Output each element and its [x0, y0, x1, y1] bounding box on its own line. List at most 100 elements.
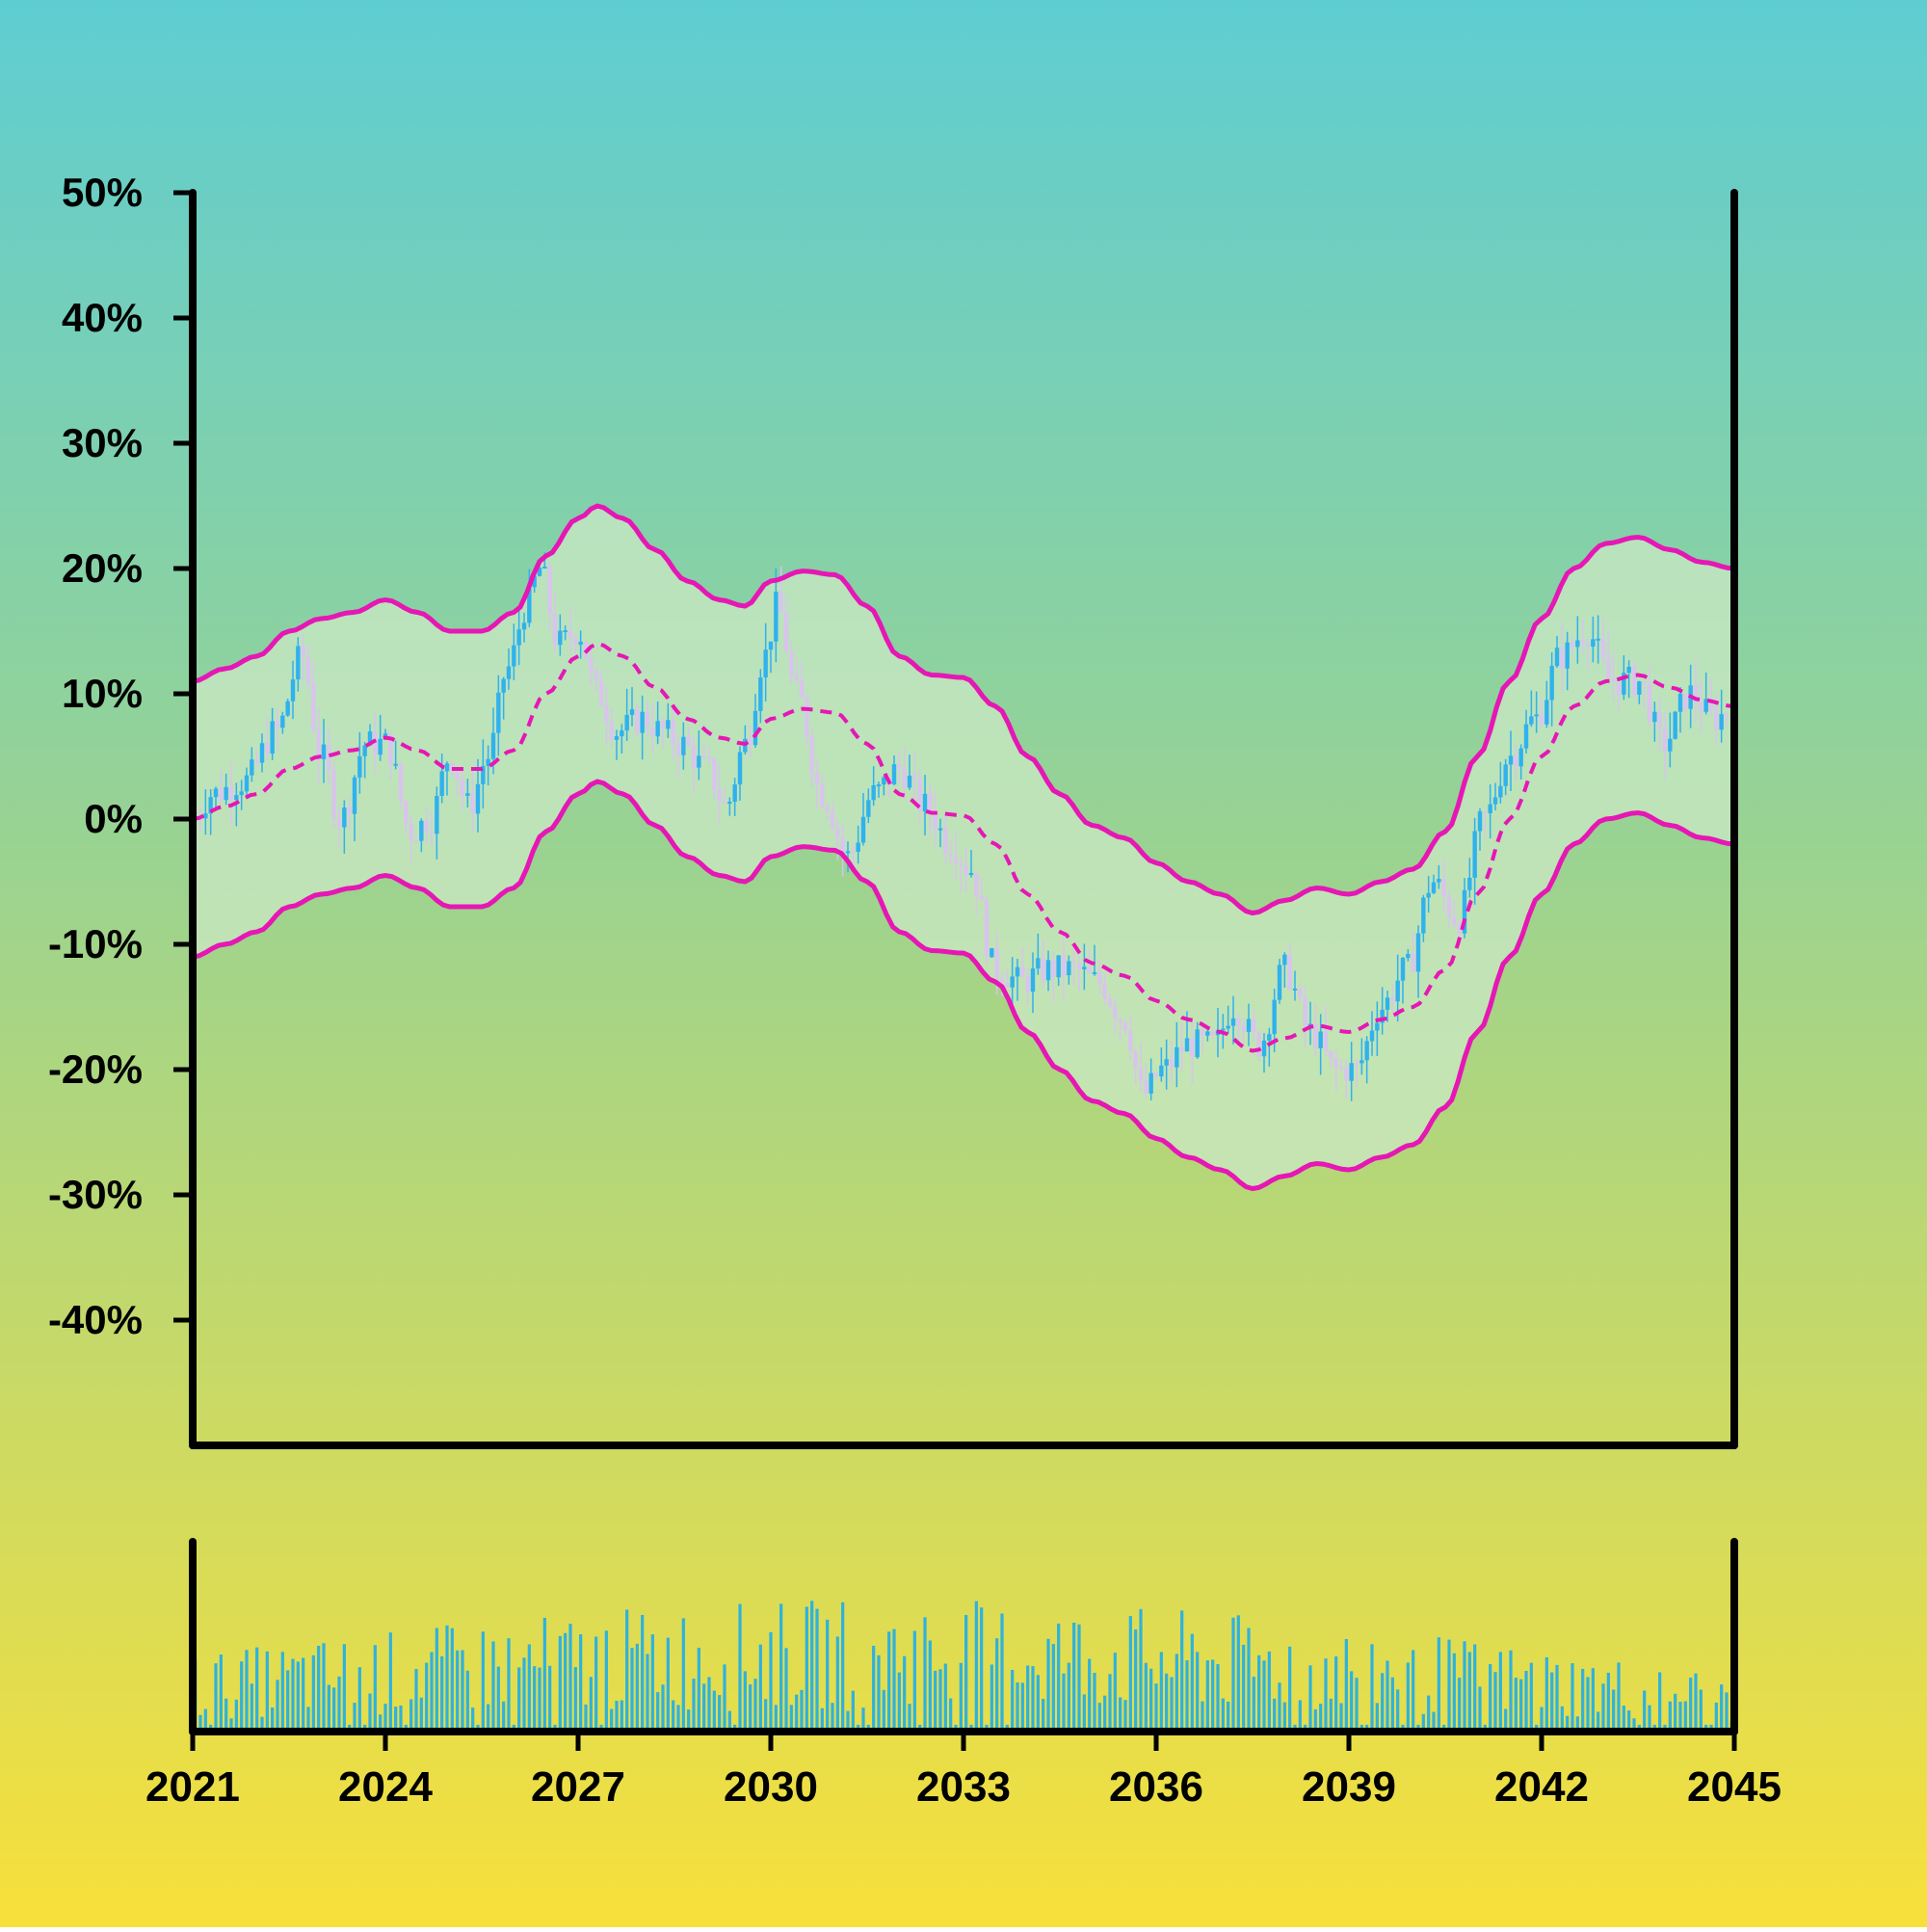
- volume-bar: [779, 1603, 783, 1732]
- volume-layer: [194, 1601, 1733, 1732]
- volume-bar: [1427, 1695, 1431, 1732]
- candle-body: [1611, 677, 1616, 683]
- volume-bar: [1524, 1671, 1528, 1732]
- candle-body: [1333, 1058, 1338, 1068]
- volume-bar: [1406, 1662, 1410, 1732]
- volume-bar: [908, 1704, 911, 1732]
- candle-body: [1195, 1029, 1200, 1058]
- volume-bar: [1421, 1713, 1425, 1732]
- candle-body: [835, 828, 840, 838]
- volume-bar: [419, 1697, 423, 1732]
- candle-body: [470, 793, 475, 814]
- volume-bar: [727, 1710, 731, 1732]
- volume-bar: [1097, 1703, 1101, 1732]
- volume-bar: [758, 1644, 762, 1732]
- candle-body: [208, 797, 213, 814]
- volume-bar: [1575, 1716, 1579, 1732]
- volume-bar: [1196, 1652, 1200, 1732]
- candle-body: [1380, 1009, 1385, 1023]
- candle-body: [1677, 694, 1683, 712]
- candle-body: [444, 763, 450, 772]
- volume-bar: [461, 1650, 464, 1732]
- volume-bar: [851, 1690, 855, 1732]
- volume-bar: [861, 1707, 865, 1732]
- candle-body: [1514, 755, 1518, 767]
- candle-body: [1025, 976, 1030, 992]
- candle-body: [933, 812, 937, 831]
- volume-bar: [1072, 1622, 1076, 1732]
- candle-body: [1282, 954, 1287, 966]
- volume-bar: [800, 1689, 804, 1732]
- volume-bar: [1432, 1711, 1436, 1732]
- x-tick-label: 2045: [1687, 1763, 1782, 1811]
- volume-bar: [430, 1652, 434, 1732]
- volume-bar: [1597, 1711, 1600, 1732]
- candle-body: [1241, 1025, 1246, 1032]
- candle-body: [640, 711, 645, 733]
- candle-body: [290, 679, 296, 701]
- candle-body: [1622, 673, 1626, 695]
- candle-body: [1400, 958, 1406, 981]
- volume-bar: [250, 1683, 253, 1732]
- candle-body: [1010, 976, 1015, 988]
- candle-body: [1457, 924, 1462, 934]
- volume-bar: [522, 1657, 526, 1732]
- candle-body: [809, 736, 814, 774]
- volume-bar: [332, 1687, 336, 1732]
- volume-bar: [245, 1650, 249, 1732]
- volume-bar: [1412, 1650, 1415, 1732]
- volume-bar: [692, 1679, 696, 1732]
- candle-body: [1503, 764, 1508, 786]
- candle-body: [789, 650, 794, 675]
- candle-body: [1292, 988, 1298, 991]
- volume-bar: [672, 1700, 675, 1732]
- volume-bar: [1139, 1608, 1143, 1732]
- candle-body: [701, 755, 706, 758]
- volume-bar: [507, 1638, 511, 1732]
- candle-body: [1076, 963, 1082, 969]
- candle-body: [1344, 1067, 1349, 1081]
- volume-bar: [1381, 1673, 1385, 1732]
- candle-body: [999, 977, 1005, 984]
- candle-body: [388, 733, 393, 766]
- candle-body: [301, 646, 305, 658]
- volume-bar: [912, 1630, 916, 1732]
- candle-body: [1375, 1022, 1380, 1031]
- volume-bar: [399, 1705, 403, 1732]
- y-tick-label: -10%: [48, 921, 143, 966]
- volume-bar: [1031, 1666, 1035, 1732]
- volume-bar: [1463, 1641, 1466, 1732]
- volume-bar: [353, 1703, 356, 1732]
- candle-body: [558, 630, 563, 646]
- volume-bar: [379, 1714, 383, 1732]
- volume-bar: [214, 1663, 218, 1732]
- volume-bar: [1113, 1653, 1117, 1732]
- volume-bar: [465, 1670, 469, 1732]
- volume-bar: [1020, 1682, 1024, 1732]
- candle-body: [614, 736, 620, 740]
- candle-body: [1277, 965, 1282, 1000]
- volume-bar: [949, 1698, 953, 1732]
- candle-body: [1570, 642, 1575, 648]
- volume-bar: [1581, 1668, 1585, 1732]
- candle-body: [1252, 1019, 1256, 1033]
- candle-body: [213, 788, 219, 798]
- candle-body: [866, 800, 871, 817]
- candle-body: [1626, 666, 1631, 674]
- volume-bar: [1544, 1656, 1548, 1732]
- candle-body: [296, 646, 301, 680]
- volume-bar: [923, 1617, 927, 1732]
- volume-bar: [317, 1645, 321, 1732]
- candle-body: [794, 675, 799, 680]
- volume-bar: [702, 1683, 706, 1732]
- x-tick-label: 2021: [145, 1763, 240, 1811]
- volume-bar: [1725, 1692, 1729, 1732]
- candle-body: [1596, 638, 1600, 641]
- volume-bar: [584, 1704, 588, 1732]
- candle-body: [1724, 714, 1729, 717]
- candle-body: [239, 791, 244, 796]
- candle-body: [1534, 714, 1539, 717]
- candle-body: [1256, 1032, 1261, 1057]
- candle-body: [1673, 711, 1677, 739]
